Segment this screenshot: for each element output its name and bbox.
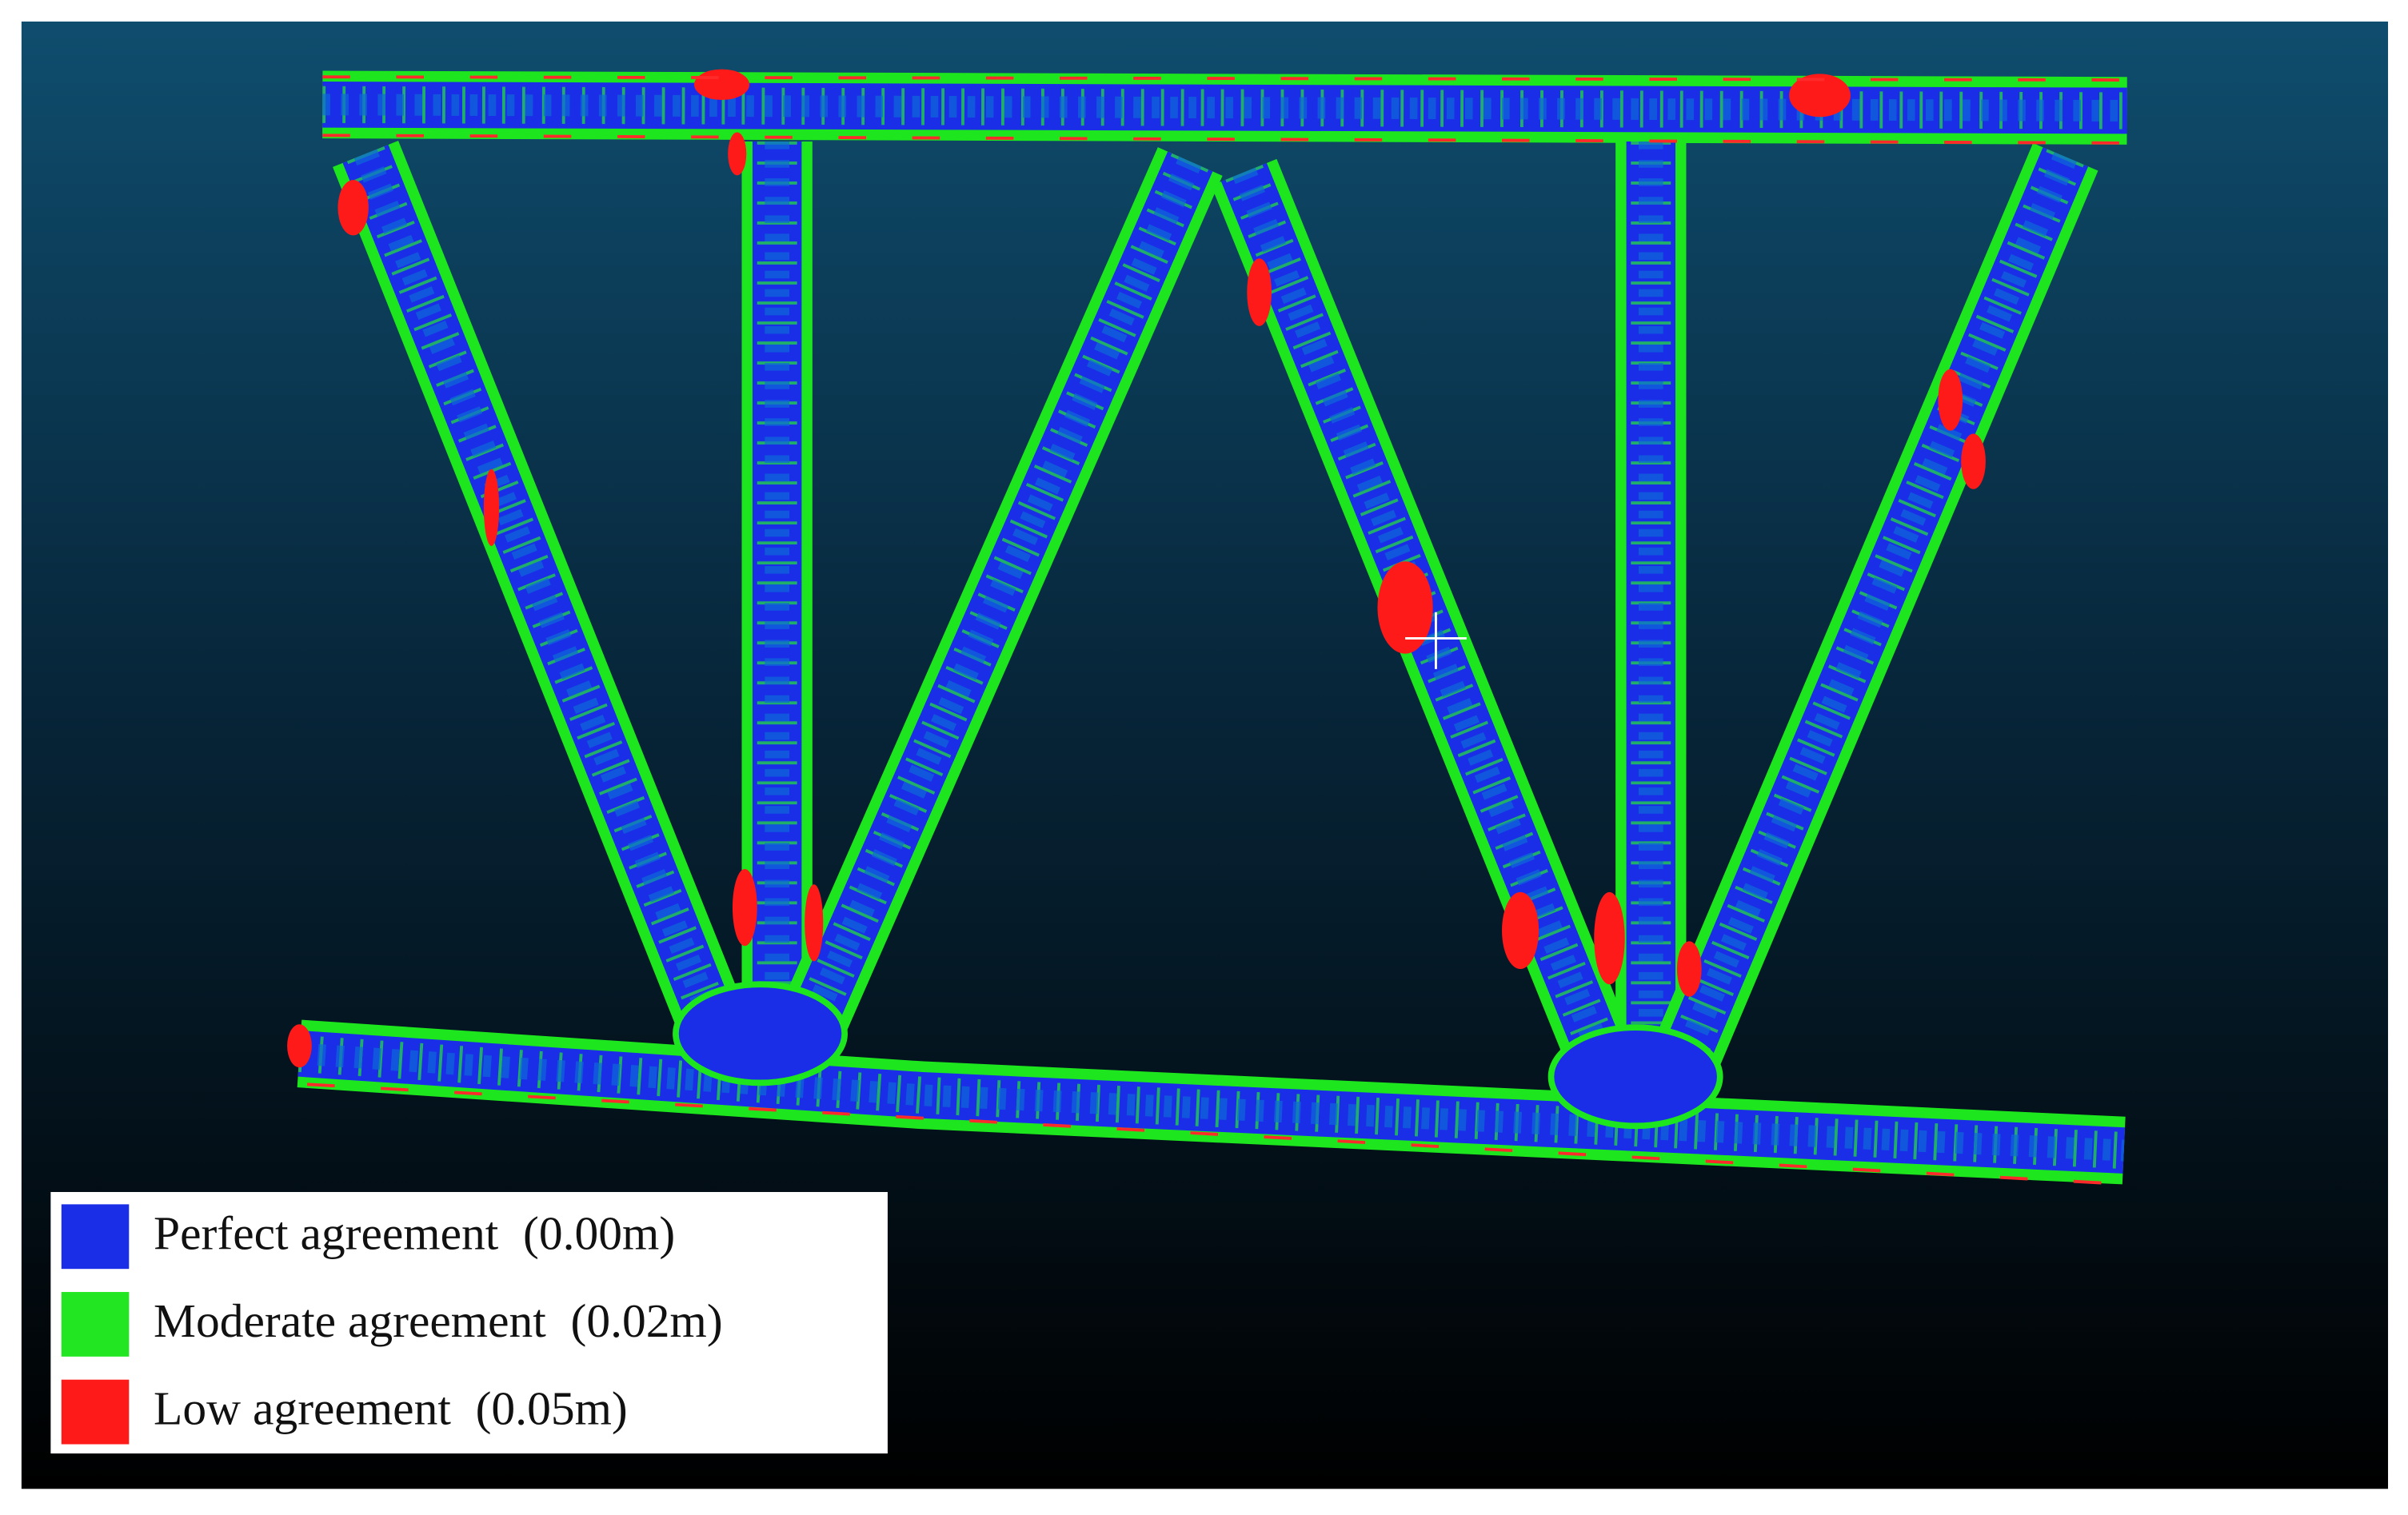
edge-highlight: [322, 75, 2127, 82]
member-texture: [1225, 165, 1628, 1085]
low-agreement-patch: [1789, 74, 1851, 118]
low-agreement-patch: [693, 69, 750, 101]
member-texture: [322, 94, 2127, 122]
legend-value: (0.05m): [476, 1382, 628, 1435]
edge-highlight: [322, 134, 2127, 145]
member-texture: [1232, 167, 1621, 1082]
crosshair: [1405, 612, 1467, 669]
low-agreement-patch: [1961, 433, 1986, 489]
legend-box: [50, 1191, 888, 1454]
legend-swatch: [61, 1379, 130, 1445]
member-texture: [783, 153, 1209, 1055]
low-agreement-patch: [805, 884, 824, 962]
low-agreement-patch: [1594, 891, 1625, 985]
edge-highlight: [306, 1082, 2127, 1186]
member-texture: [298, 1043, 2125, 1162]
node-joint: [673, 981, 848, 1086]
member-texture: [353, 149, 733, 1051]
low-agreement-patch: [1676, 941, 1702, 997]
truss: [287, 69, 2127, 1186]
legend: Perfect agreement (0.00m) Moderate agreeme…: [50, 1191, 888, 1454]
low-agreement-patch: [1938, 369, 1963, 431]
legend-label: Moderate agreement: [154, 1294, 546, 1347]
low-agreement-patch: [728, 132, 747, 176]
low-agreement-patch: [287, 1024, 312, 1068]
member-texture: [1665, 152, 2077, 1082]
legend-label: Low agreement: [154, 1382, 451, 1435]
legend-value: (0.02m): [571, 1294, 723, 1347]
low-agreement-patch: [1377, 561, 1433, 654]
low-agreement-patch: [1502, 891, 1539, 970]
member-texture: [790, 156, 1202, 1051]
low-agreement-patch: [483, 468, 500, 546]
legend-label: Perfect agreement: [154, 1206, 499, 1259]
legend-swatch: [61, 1292, 130, 1357]
node-joint: [1547, 1024, 1723, 1130]
low-agreement-patch: [732, 868, 757, 947]
legend-value: (0.00m): [523, 1206, 675, 1259]
low-agreement-patch: [337, 180, 369, 236]
low-agreement-patch: [1247, 258, 1272, 326]
legend-swatch: [61, 1204, 130, 1270]
